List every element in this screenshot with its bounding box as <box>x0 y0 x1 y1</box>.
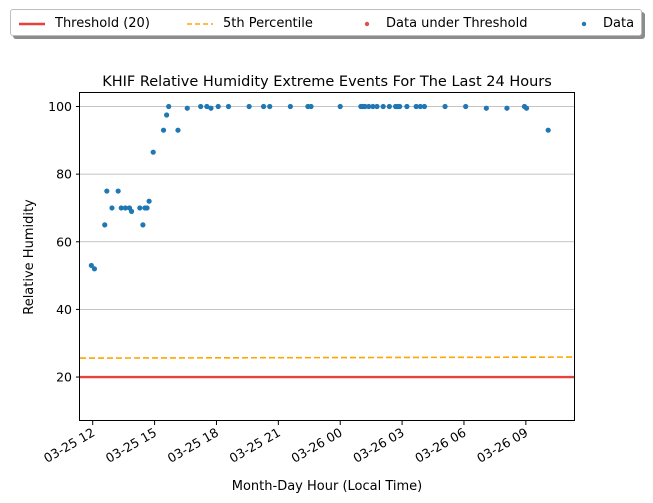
data-point <box>417 103 423 110</box>
data-point <box>404 103 410 110</box>
y-tick-label: 20 <box>56 370 72 385</box>
data-point <box>215 103 221 110</box>
data-point <box>140 222 146 228</box>
data-point <box>308 103 314 110</box>
data-point <box>122 205 128 211</box>
data-point <box>421 103 428 110</box>
data-point <box>246 103 252 110</box>
data-point <box>198 103 204 110</box>
data-point <box>128 208 135 214</box>
data-point <box>88 262 94 269</box>
legend: Threshold (20) 5th Percentile Data under… <box>10 9 642 36</box>
data-point <box>184 105 190 111</box>
legend-key-percentile <box>187 22 213 25</box>
legend-item-threshold: Threshold (20) <box>17 10 150 37</box>
x-tick-label: 03-26 03 <box>350 425 406 466</box>
y-tick-label: 80 <box>56 167 72 182</box>
legend-data-marker <box>581 21 587 26</box>
data-point <box>104 188 110 194</box>
data-point <box>504 105 510 111</box>
data-point <box>109 205 115 211</box>
data-point <box>370 103 376 110</box>
legend-key-data <box>581 21 587 26</box>
data-point <box>175 127 181 133</box>
x-tick-label: 03-26 00 <box>289 425 345 466</box>
data-point <box>374 103 380 110</box>
data-point <box>146 198 152 204</box>
data-point <box>137 205 143 211</box>
y-tick-label: 60 <box>56 234 72 249</box>
data-point <box>463 103 469 110</box>
legend-data-label: Data <box>603 16 635 31</box>
chart-title: KHIF Relative Humidity Extreme Events Fo… <box>102 74 552 90</box>
legend-item-under-threshold: Data under Threshold <box>354 10 527 37</box>
x-tick-label: 03-25 15 <box>103 425 159 466</box>
data-point <box>287 103 293 110</box>
data-point <box>164 112 170 118</box>
data-point <box>225 103 232 110</box>
y-tick-label: 40 <box>56 302 72 317</box>
data-point <box>115 188 121 194</box>
data-point <box>366 103 372 110</box>
data-point <box>337 103 343 110</box>
legend-percentile-label: 5th Percentile <box>223 16 313 31</box>
data-point <box>483 105 489 111</box>
data-point <box>362 103 368 110</box>
data-point <box>442 103 448 110</box>
legend-under-threshold-label: Data under Threshold <box>386 16 528 31</box>
x-tick-label: 03-25 12 <box>41 425 97 466</box>
x-axis-label: Month-Day Hour (Local Time) <box>232 479 422 494</box>
data-points <box>88 103 551 272</box>
data-point <box>204 103 210 110</box>
data-point <box>160 127 167 133</box>
axis-ticks: 20 40 60 80 100 03-25 12 03-25 15 03-25 18 03-25… <box>41 99 530 466</box>
legend-item-percentile: 5th Percentile <box>185 10 313 37</box>
legend-item-data: Data <box>571 10 634 37</box>
data-point <box>91 266 98 272</box>
y-axis-label: Relative Humidity <box>22 199 37 315</box>
data-point <box>102 222 108 228</box>
grid-lines <box>80 106 575 378</box>
data-point <box>118 205 124 211</box>
data-point <box>413 103 419 110</box>
data-point <box>166 103 172 110</box>
data-point <box>267 103 273 110</box>
legend-threshold-label: Threshold (20) <box>55 16 150 31</box>
data-point <box>208 105 214 111</box>
x-tick-label: 03-25 21 <box>227 425 283 466</box>
legend-key-under-threshold <box>364 21 370 26</box>
data-point <box>397 103 403 110</box>
legend-key-threshold <box>19 22 45 25</box>
legend-under-threshold-marker <box>364 21 370 26</box>
plot-area-frame <box>79 92 575 421</box>
data-point <box>144 205 150 211</box>
x-tick-label: 03-25 18 <box>165 425 221 466</box>
x-tick-label: 03-26 06 <box>412 425 468 466</box>
percentile-line <box>79 356 576 359</box>
data-point <box>386 103 392 110</box>
reference-lines <box>79 356 576 379</box>
x-tick-label: 03-26 09 <box>474 425 530 466</box>
data-point <box>380 103 386 110</box>
data-point <box>523 105 530 111</box>
data-point <box>260 103 267 110</box>
data-point <box>150 149 156 155</box>
data-point <box>545 127 551 133</box>
y-tick-label: 100 <box>48 99 72 114</box>
